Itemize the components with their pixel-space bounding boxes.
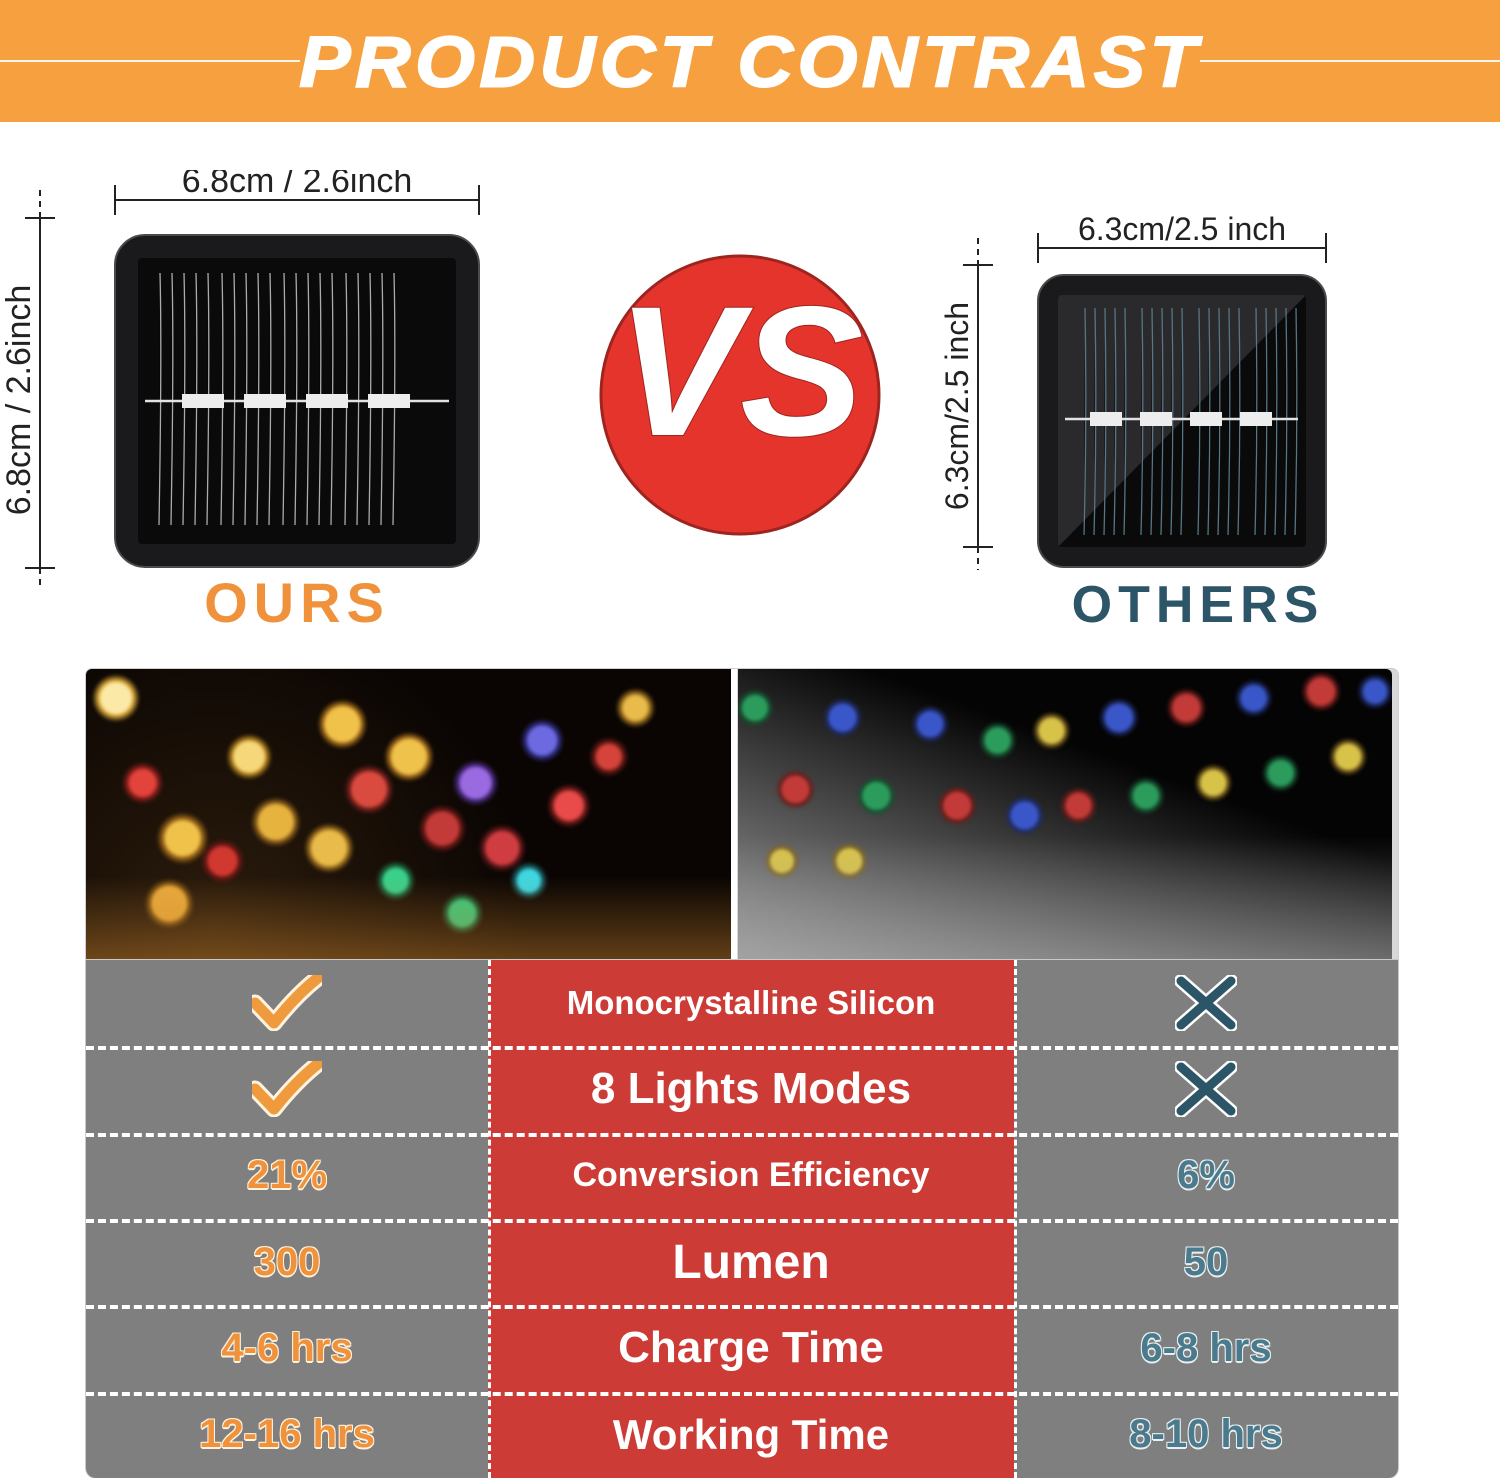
svg-text:6.8cm / 2.6inch: 6.8cm / 2.6inch xyxy=(182,170,413,200)
svg-text:OURS: OURS xyxy=(204,571,390,634)
svg-text:6.8cm / 2.6inch: 6.8cm / 2.6inch xyxy=(0,285,38,516)
svg-text:6.3cm/2.5 inch: 6.3cm/2.5 inch xyxy=(1078,211,1286,247)
svg-text:OTHERS: OTHERS xyxy=(1072,576,1325,634)
svg-text:VS: VS xyxy=(617,269,864,475)
svg-text:6.3cm/2.5 inch: 6.3cm/2.5 inch xyxy=(939,302,975,510)
